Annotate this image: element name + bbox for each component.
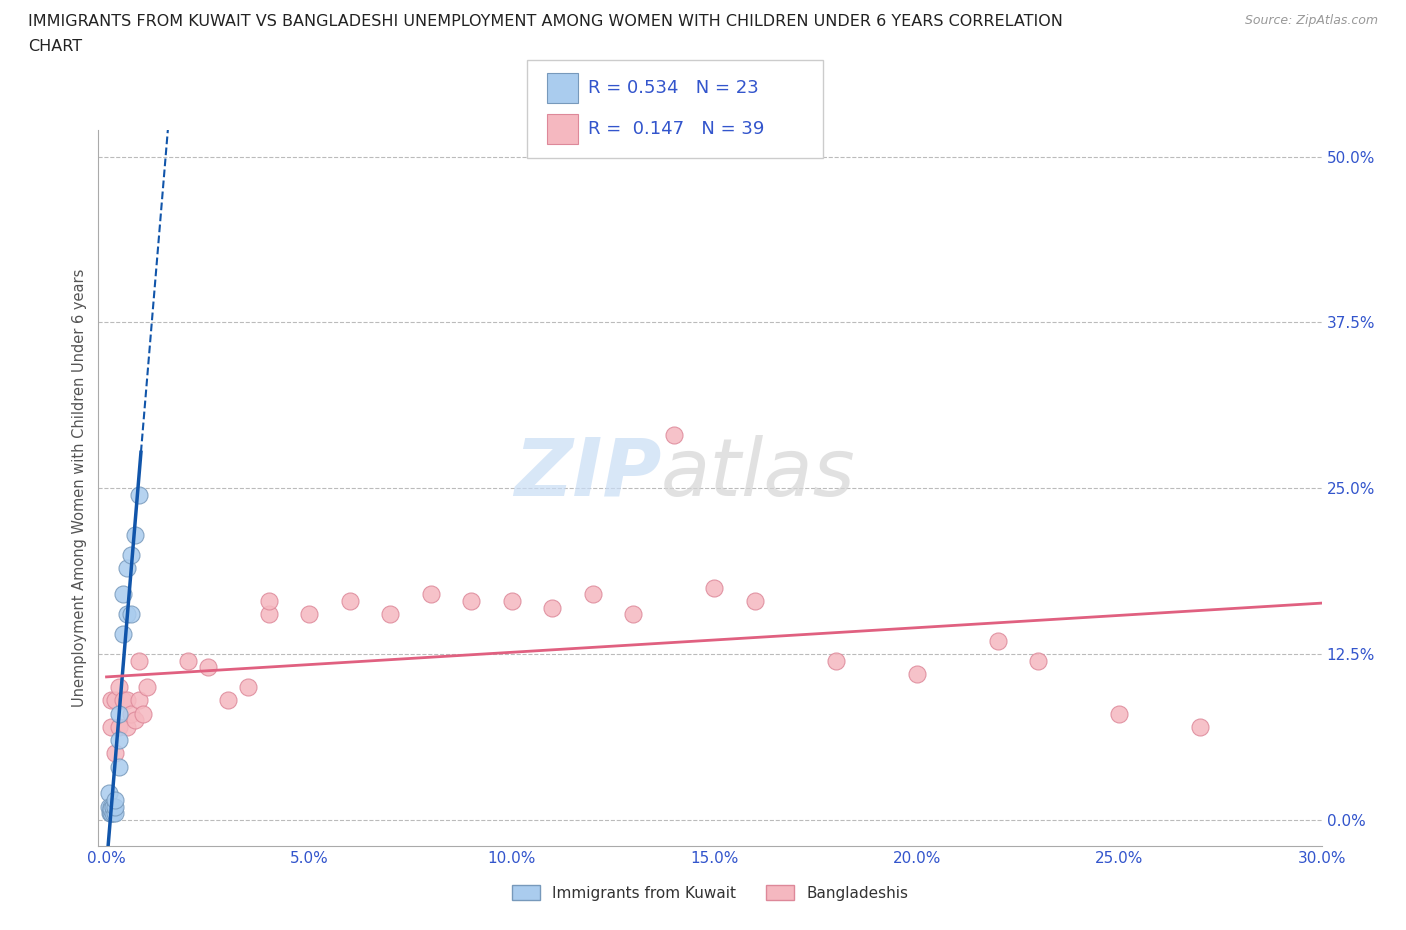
Text: atlas: atlas	[661, 435, 856, 513]
Point	[501, 593, 523, 608]
Point	[104, 693, 127, 708]
Point	[124, 527, 146, 542]
Point	[101, 805, 124, 820]
Point	[132, 706, 155, 721]
Point	[100, 799, 122, 814]
Text: ZIP: ZIP	[513, 435, 661, 513]
Point	[104, 805, 127, 820]
Point	[98, 799, 121, 814]
Text: Source: ZipAtlas.com: Source: ZipAtlas.com	[1244, 14, 1378, 27]
Point	[257, 593, 280, 608]
Point	[176, 653, 198, 668]
Point	[104, 799, 127, 814]
Point	[100, 802, 122, 817]
Point	[97, 786, 120, 801]
Point	[120, 547, 142, 562]
Point	[378, 606, 401, 621]
Point	[824, 653, 846, 668]
Point	[100, 805, 122, 820]
Point	[703, 580, 725, 595]
Point	[197, 660, 219, 675]
Point	[339, 593, 361, 608]
Point	[120, 706, 142, 721]
Point	[460, 593, 482, 608]
Point	[581, 587, 603, 602]
Point	[662, 428, 685, 443]
Point	[1108, 706, 1130, 721]
Point	[987, 633, 1010, 648]
Point	[1026, 653, 1049, 668]
Point	[128, 487, 150, 502]
Y-axis label: Unemployment Among Women with Children Under 6 years: Unemployment Among Women with Children U…	[72, 269, 87, 708]
Point	[98, 805, 121, 820]
Point	[124, 713, 146, 728]
Point	[111, 693, 134, 708]
Point	[111, 627, 134, 642]
Point	[128, 693, 150, 708]
Text: CHART: CHART	[28, 39, 82, 54]
Point	[104, 746, 127, 761]
Point	[100, 693, 122, 708]
Point	[128, 653, 150, 668]
Point	[115, 561, 138, 576]
Point	[541, 600, 564, 615]
Point	[621, 606, 644, 621]
Legend: Immigrants from Kuwait, Bangladeshis: Immigrants from Kuwait, Bangladeshis	[506, 879, 914, 907]
Text: R = 0.534   N = 23: R = 0.534 N = 23	[588, 79, 758, 97]
Text: IMMIGRANTS FROM KUWAIT VS BANGLADESHI UNEMPLOYMENT AMONG WOMEN WITH CHILDREN UND: IMMIGRANTS FROM KUWAIT VS BANGLADESHI UN…	[28, 14, 1063, 29]
Point	[111, 587, 134, 602]
Point	[238, 680, 260, 695]
Point	[115, 693, 138, 708]
Point	[115, 606, 138, 621]
Point	[107, 720, 129, 735]
Point	[101, 799, 124, 814]
Point	[905, 667, 928, 682]
Text: R =  0.147   N = 39: R = 0.147 N = 39	[588, 120, 763, 138]
Point	[107, 759, 129, 774]
Point	[100, 720, 122, 735]
Point	[107, 706, 129, 721]
Point	[100, 805, 122, 820]
Point	[107, 680, 129, 695]
Point	[257, 606, 280, 621]
Point	[136, 680, 159, 695]
Point	[107, 733, 129, 748]
Point	[120, 606, 142, 621]
Point	[744, 593, 766, 608]
Point	[298, 606, 321, 621]
Point	[419, 587, 441, 602]
Point	[1189, 720, 1212, 735]
Point	[217, 693, 239, 708]
Point	[104, 792, 127, 807]
Point	[115, 720, 138, 735]
